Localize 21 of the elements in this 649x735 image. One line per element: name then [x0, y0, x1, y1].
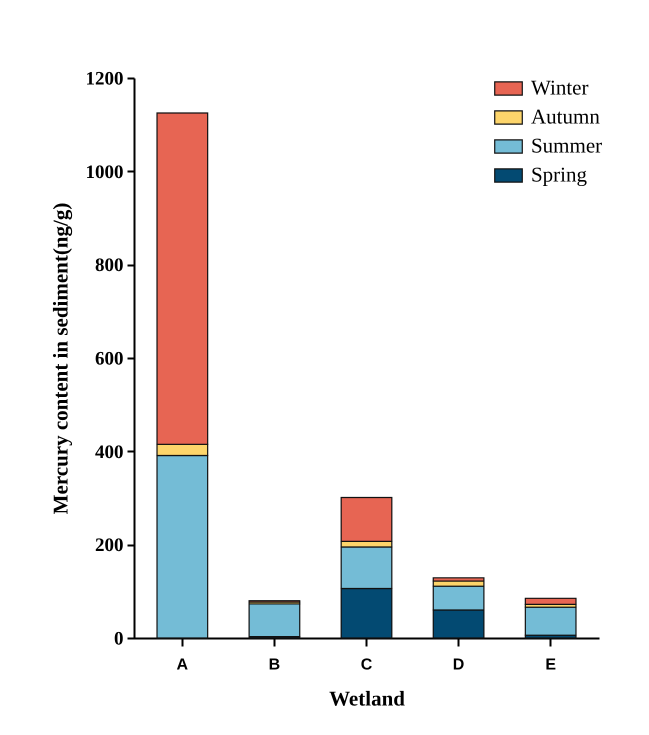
y-tick-label: 0: [114, 628, 124, 650]
y-axis-title: Mercury content in sediment(ng/g): [48, 202, 72, 514]
bar: [524, 606, 577, 636]
legend-label: Autumn: [531, 104, 600, 128]
y-tick-label: 400: [95, 442, 124, 463]
y-tick-label: 200: [95, 535, 124, 556]
x-tick-label: E: [545, 656, 556, 674]
y-tick-label: 1000: [86, 162, 124, 183]
x-tick-label: D: [452, 656, 464, 674]
y-tick-label: 600: [95, 348, 124, 370]
x-axis-title: Wetland: [329, 686, 406, 710]
x-tick-label: B: [268, 656, 280, 674]
x-tick-label: A: [176, 656, 189, 674]
legend-label: Summer: [531, 134, 602, 158]
bar: [524, 598, 577, 605]
y-tick-label: 1200: [86, 68, 124, 90]
x-tick-label: C: [360, 656, 373, 674]
legend-label: Winter: [531, 76, 588, 100]
legend-label: Spring: [531, 162, 588, 186]
y-tick-label: 800: [95, 255, 124, 276]
bar: [248, 603, 300, 638]
